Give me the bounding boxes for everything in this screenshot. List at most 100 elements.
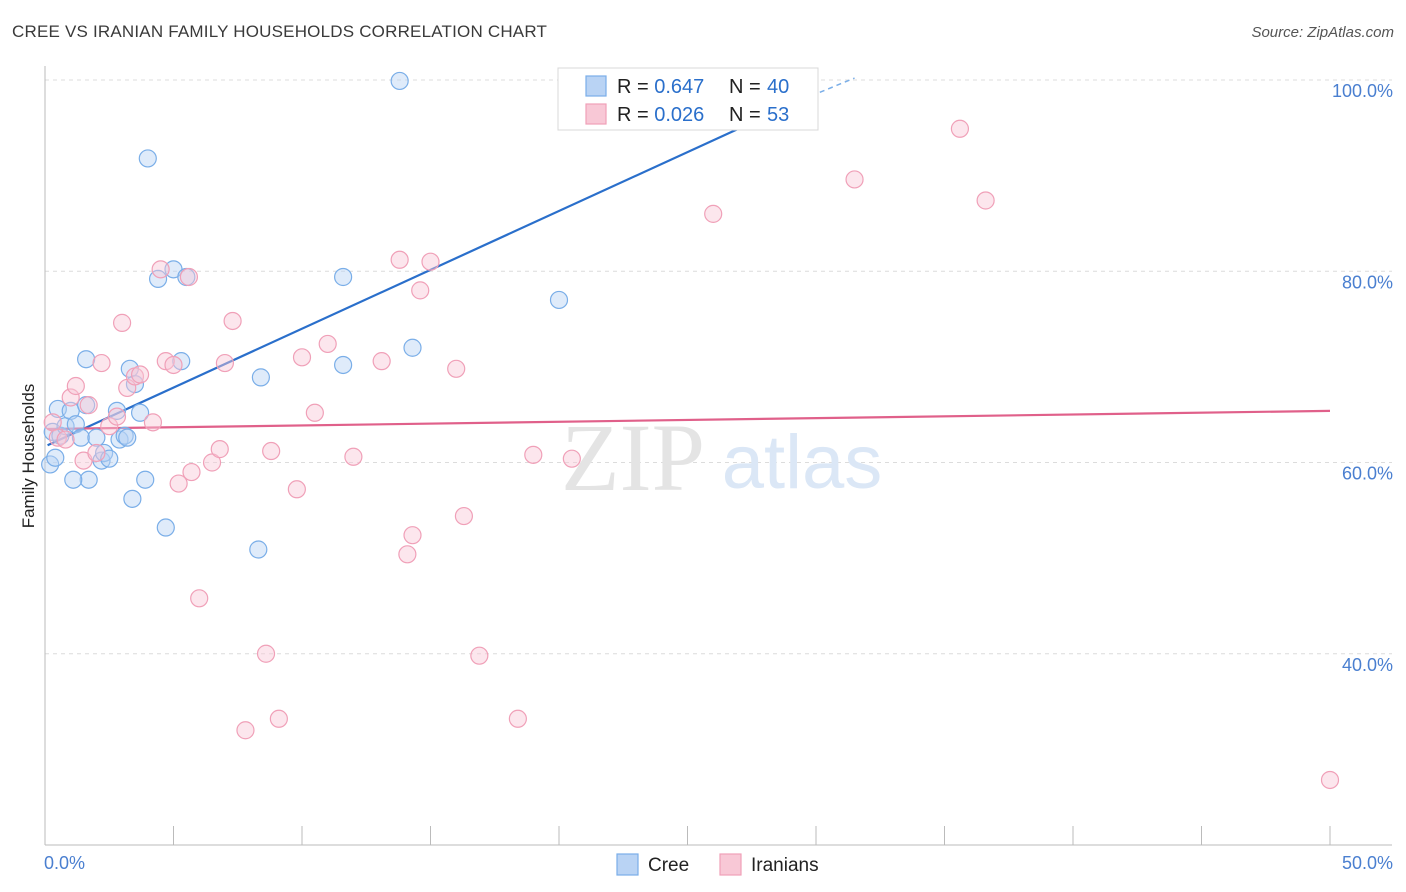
y-tick-label: 100.0%: [1332, 81, 1393, 101]
data-point: [549, 290, 569, 310]
series-legend-swatch: [616, 853, 639, 876]
series-legend-label: Iranians: [751, 855, 819, 876]
series-legend: Cree Iranians: [616, 853, 819, 876]
data-point: [318, 334, 337, 354]
trend-line-cree: [47, 98, 804, 447]
data-point: [262, 441, 281, 461]
data-point: [61, 388, 80, 407]
data-point: [562, 449, 581, 468]
data-point: [845, 170, 864, 189]
grid: [45, 79, 1392, 655]
data-point: [164, 355, 183, 375]
data-point: [79, 470, 98, 489]
data-point: [421, 252, 440, 271]
data-point: [118, 428, 137, 447]
data-point: [79, 396, 98, 415]
data-point: [344, 447, 363, 466]
data-point: [223, 311, 242, 331]
data-point: [390, 250, 409, 269]
data-point: [156, 518, 175, 537]
data-point: [215, 353, 234, 373]
series-iranians: [43, 119, 1340, 790]
data-points: [41, 71, 1340, 790]
data-point: [100, 417, 119, 436]
data-point: [210, 440, 229, 459]
data-point: [112, 313, 132, 332]
data-point: [136, 470, 155, 489]
stats-legend: R = 0.647 N = 40 R = 0.026 N = 53: [557, 67, 819, 131]
data-point: [334, 267, 353, 287]
axes: [44, 66, 1392, 846]
data-point: [190, 589, 209, 608]
data-point: [704, 204, 723, 223]
data-point: [950, 119, 970, 138]
data-point: [372, 352, 391, 371]
data-point: [411, 281, 430, 300]
data-point: [202, 453, 222, 472]
data-point: [1320, 770, 1340, 790]
data-point: [287, 480, 306, 499]
x-tick-label-max: 50.0%: [1342, 853, 1393, 873]
data-point: [123, 489, 142, 508]
data-point: [64, 470, 83, 489]
data-point: [292, 348, 312, 367]
data-point: [236, 721, 255, 740]
data-point: [107, 401, 127, 420]
data-point: [92, 353, 111, 373]
tick-labels: 100.0% 80.0% 60.0% 40.0% 0.0% 50.0%: [44, 81, 1393, 873]
data-point: [398, 545, 417, 564]
data-point: [87, 428, 106, 447]
data-point: [249, 540, 268, 559]
data-point: [251, 368, 270, 387]
legend-swatch: [585, 103, 607, 125]
data-point: [470, 646, 489, 665]
y-tick-label: 40.0%: [1342, 655, 1393, 675]
data-point: [179, 267, 199, 287]
data-point: [66, 376, 85, 396]
data-point: [143, 413, 163, 432]
data-point: [138, 149, 157, 168]
series-legend-swatch: [719, 853, 742, 876]
series-legend-label: Cree: [648, 855, 689, 876]
data-point: [454, 506, 474, 526]
watermark-atlas: atlas: [722, 420, 883, 505]
trend-line-iranians: [47, 409, 1331, 431]
data-point: [95, 443, 114, 463]
data-point: [390, 71, 409, 91]
chart-title: CREE VS IRANIAN FAMILY HOUSEHOLDS CORREL…: [12, 22, 548, 41]
data-point: [269, 709, 288, 728]
data-point: [151, 260, 170, 279]
trend-lines: [47, 77, 1331, 447]
data-point: [43, 413, 62, 432]
y-tick-label: 60.0%: [1342, 464, 1393, 484]
data-point: [77, 350, 96, 369]
data-point: [447, 359, 466, 378]
data-point: [66, 415, 85, 434]
data-point: [115, 426, 134, 445]
data-point: [182, 462, 201, 482]
data-point: [56, 430, 75, 449]
data-point: [403, 526, 422, 545]
data-point: [130, 403, 150, 422]
data-point: [169, 474, 188, 493]
y-axis-label: Family Households: [19, 384, 38, 529]
data-point: [524, 445, 543, 464]
data-point: [508, 709, 527, 728]
data-point: [87, 443, 106, 463]
x-tick-label-min: 0.0%: [44, 853, 85, 873]
source-label: Source: ZipAtlas.com: [1251, 24, 1394, 41]
data-point: [130, 365, 150, 384]
y-tick-label: 80.0%: [1342, 272, 1393, 292]
data-point: [403, 338, 422, 357]
legend-swatch: [585, 75, 607, 97]
data-point: [256, 644, 276, 663]
data-point: [334, 355, 353, 375]
data-point: [107, 407, 127, 426]
data-point: [46, 448, 65, 467]
legend-stats-iranians: R = 0.026 N = 53: [617, 104, 789, 126]
data-point: [305, 403, 324, 422]
legend-stats-cree: R = 0.647 N = 40: [617, 76, 789, 98]
data-point: [71, 428, 91, 447]
data-point: [976, 191, 995, 210]
